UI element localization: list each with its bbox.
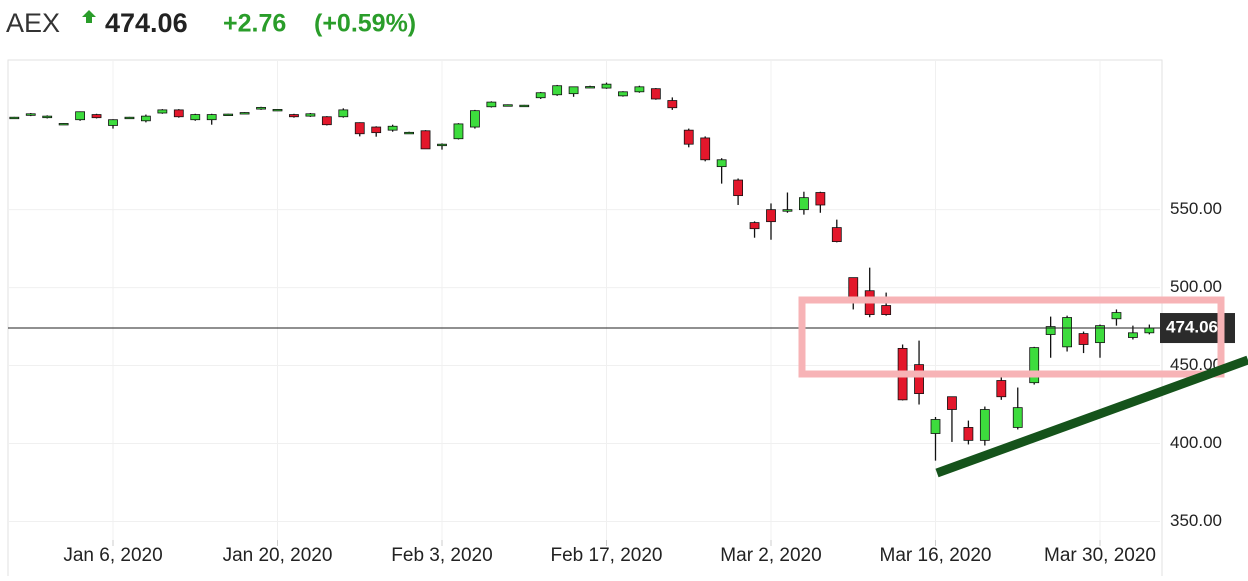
candle-body [305, 113, 316, 117]
change-percent: (+0.59%) [314, 10, 416, 38]
candle-body [502, 104, 513, 107]
candle-body [650, 88, 661, 100]
price: 474.06 [105, 8, 188, 38]
candle-body [25, 113, 36, 116]
candle-body [140, 115, 151, 122]
candle-body [1095, 325, 1105, 344]
candle-body [9, 116, 20, 120]
y-tick-label: 450.00 [1170, 355, 1222, 374]
candle-body [535, 92, 546, 99]
candle-body [437, 143, 447, 147]
candle-body [683, 129, 694, 145]
candle-body [1144, 327, 1155, 334]
x-tick-label: Mar 2, 2020 [720, 545, 821, 566]
candle-body [108, 119, 118, 126]
candle-body [453, 123, 464, 140]
candle-body [552, 85, 563, 96]
candle-body [75, 111, 85, 121]
candle-body [733, 179, 743, 197]
candle-body [190, 114, 201, 121]
x-tick-label: Mar 30, 2020 [1044, 545, 1156, 566]
x-tick-label: Feb 3, 2020 [391, 545, 492, 566]
symbol: AEX [6, 8, 60, 38]
candle-body [585, 86, 595, 89]
candle-body [1078, 333, 1089, 345]
candle-body [963, 427, 974, 441]
candle-body [387, 125, 398, 131]
candle-body [1128, 332, 1138, 338]
candle-body [848, 277, 859, 298]
candle-body [91, 114, 102, 119]
trend-line [935, 355, 1248, 478]
candle-body [634, 86, 645, 93]
up-arrow [82, 10, 96, 23]
candle-body [782, 209, 793, 212]
candle-body [799, 197, 809, 211]
candle-body [601, 83, 612, 89]
x-tick-label: Jan 6, 2020 [63, 545, 162, 566]
candle-body [519, 104, 530, 108]
candle-body [469, 110, 480, 128]
candle-body [486, 101, 497, 108]
candle-body [766, 209, 776, 223]
candle-body [173, 109, 184, 118]
candle-body [1111, 312, 1122, 320]
candle-body [618, 91, 628, 97]
candle-body [1012, 407, 1023, 428]
candle-body [947, 396, 957, 410]
candle-body [371, 126, 382, 134]
candle-body [700, 137, 711, 161]
current-price-label: 474.06 [1166, 318, 1218, 337]
candle-body [979, 409, 990, 441]
y-tick-label: 550.00 [1170, 199, 1222, 218]
candle-body [206, 114, 217, 121]
candle-body [58, 123, 69, 126]
candle-body [881, 305, 892, 315]
candle-body [124, 116, 135, 120]
candle-body [157, 109, 168, 114]
candle-body [338, 109, 349, 118]
candle-body [1029, 347, 1040, 384]
y-tick-label: 350.00 [1170, 511, 1222, 530]
candle-body [815, 192, 826, 206]
candle-body [321, 116, 332, 126]
plot [8, 60, 1160, 546]
x-tick-label: Mar 16, 2020 [880, 545, 992, 566]
candle-body [831, 227, 842, 243]
candle-body [749, 222, 760, 230]
candle-body [667, 100, 678, 109]
change: +2.76 [223, 10, 286, 38]
candle-body [914, 364, 924, 395]
candle-body [1045, 326, 1056, 335]
y-tick-label: 400.00 [1170, 433, 1222, 452]
x-tick-label: Feb 17, 2020 [551, 545, 663, 566]
x-tick-label: Jan 20, 2020 [223, 545, 333, 566]
candle-body [272, 109, 283, 112]
candle-body [930, 419, 941, 434]
candle-body [256, 106, 266, 110]
candle-body [223, 113, 234, 116]
candle-body [239, 112, 250, 115]
plot-frame [7, 59, 1163, 581]
candle-body [1062, 317, 1072, 348]
candle-body [354, 122, 365, 135]
candle-body [568, 86, 579, 95]
highlight-box [798, 296, 1225, 378]
candle-body [404, 131, 415, 135]
candle-body [42, 115, 53, 119]
candle-body [716, 159, 727, 168]
candle-body [996, 380, 1007, 398]
y-tick-label: 500.00 [1170, 277, 1222, 296]
candle-body [289, 114, 299, 118]
candle-body [420, 130, 431, 150]
